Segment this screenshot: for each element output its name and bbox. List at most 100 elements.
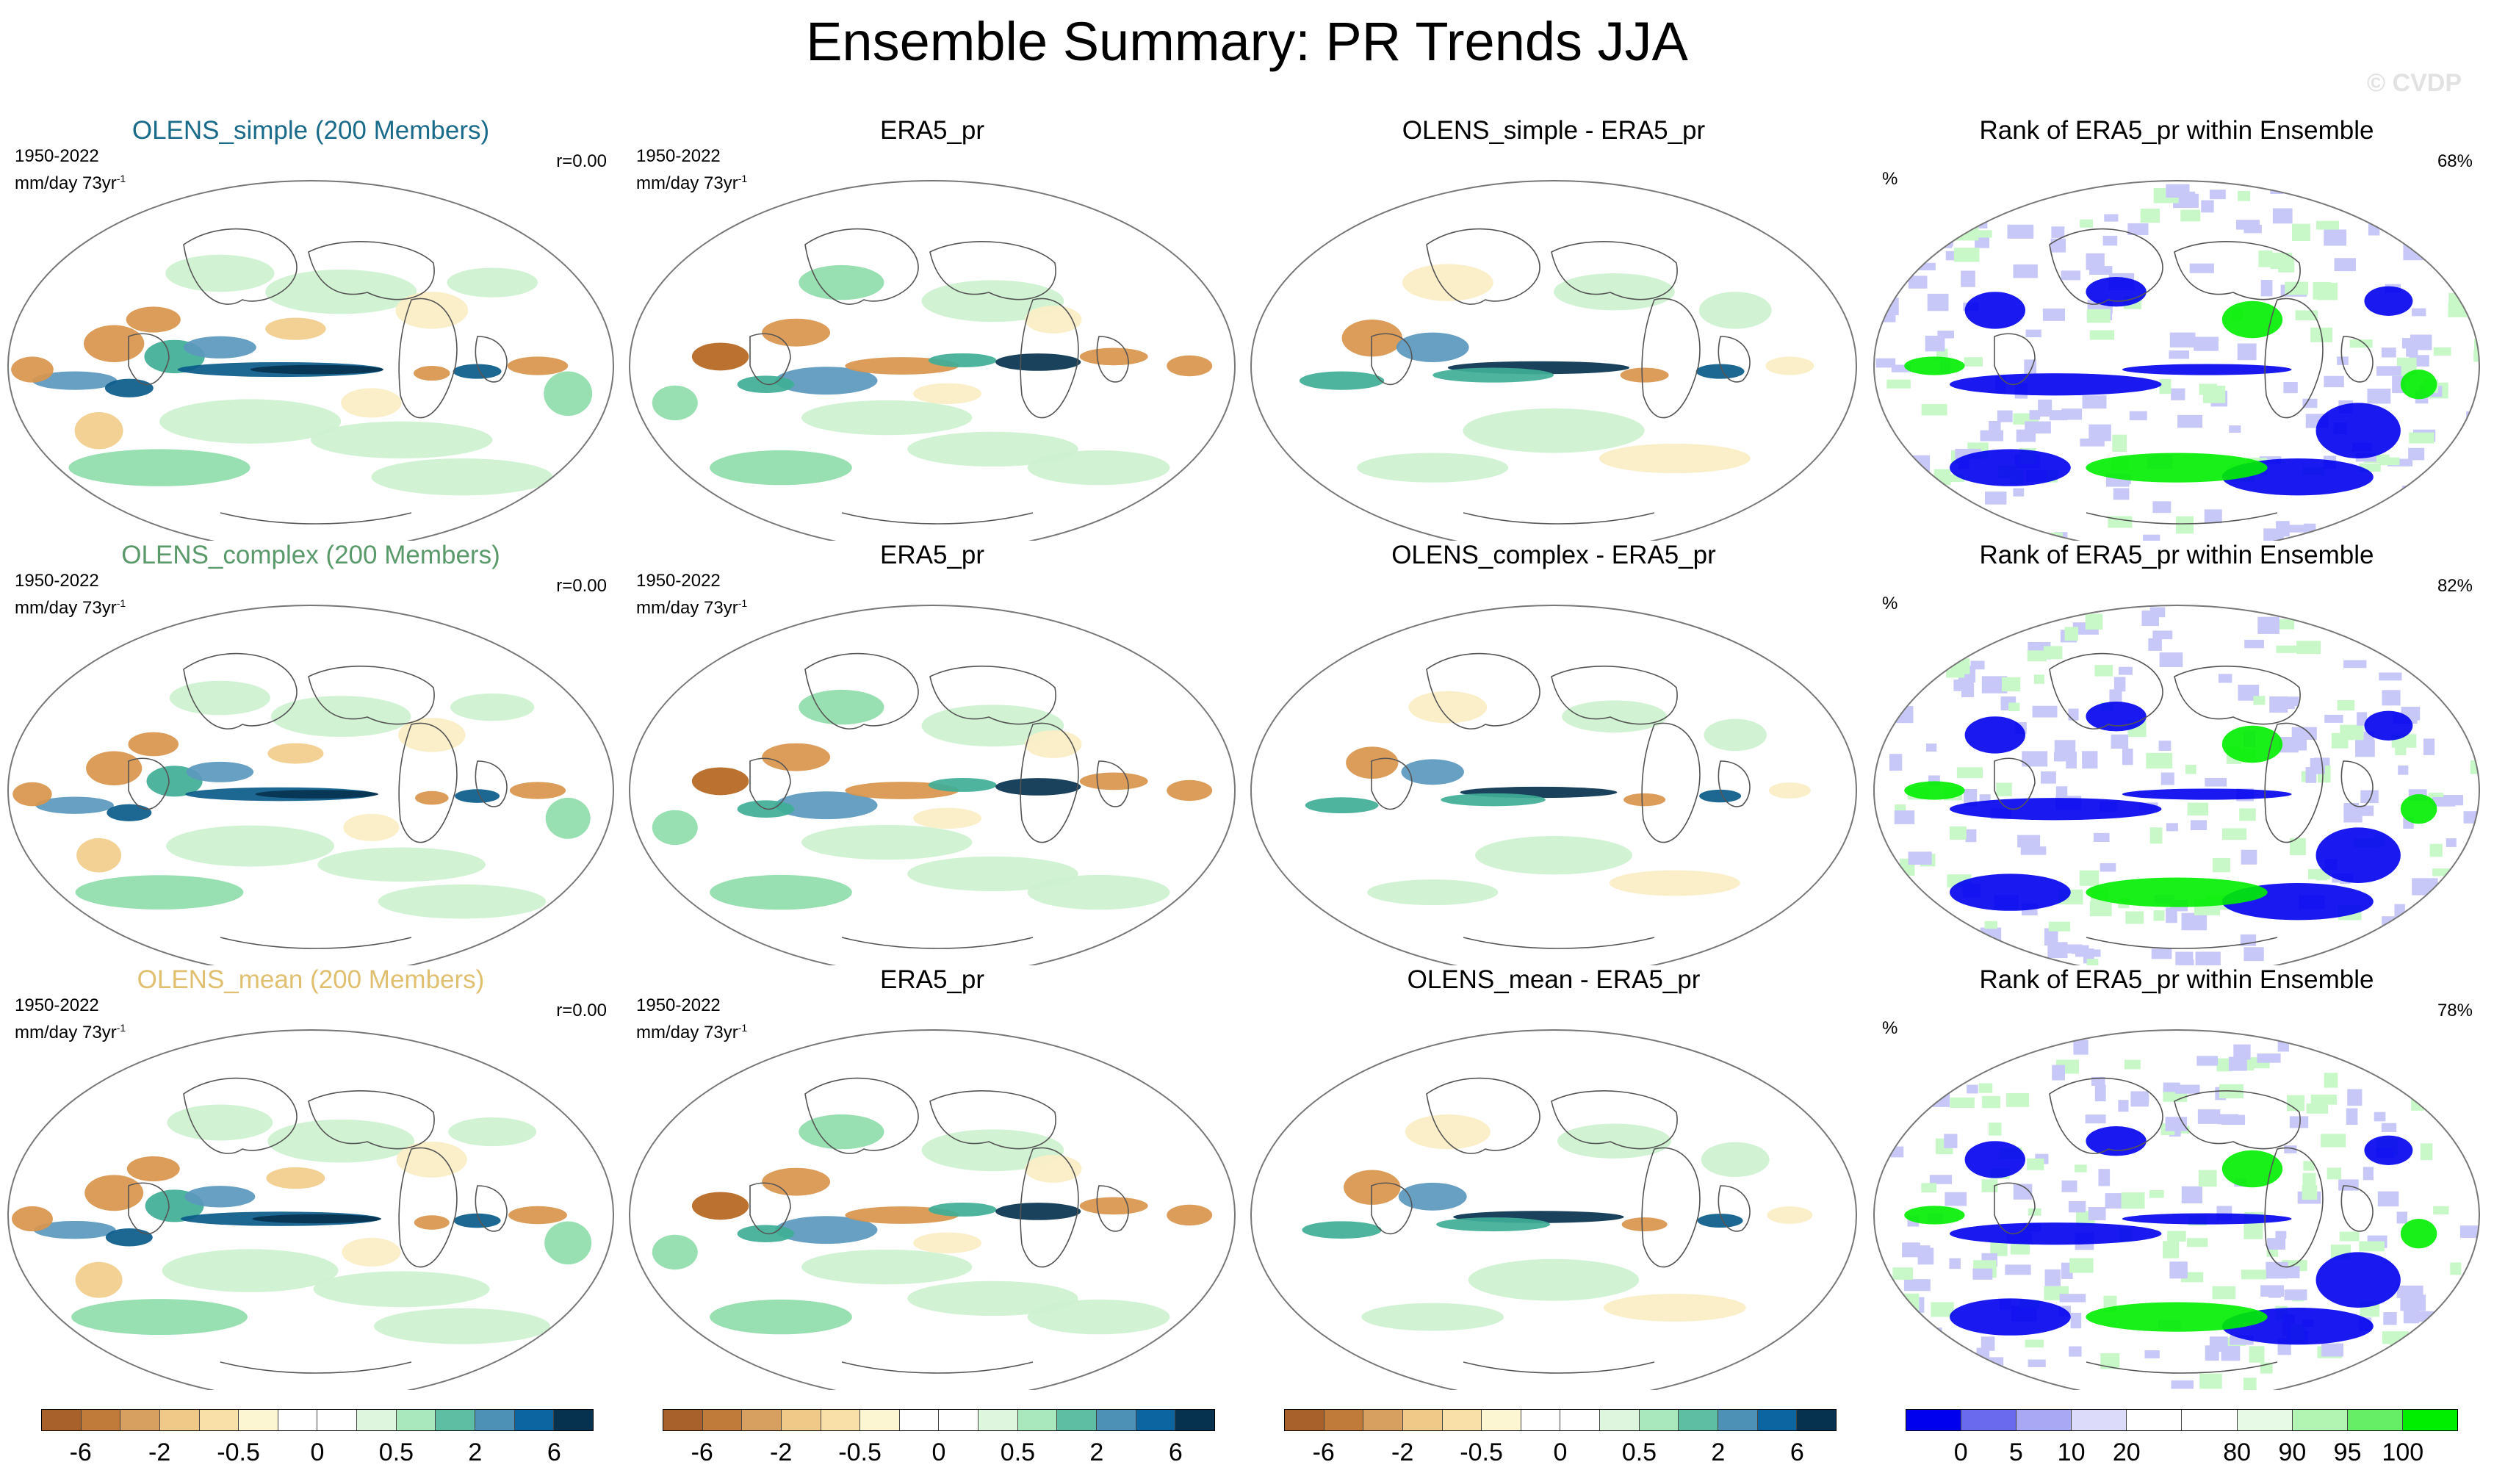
rank-cell (1981, 199, 2007, 208)
map-panel: ERA5_pr 1950-2022 mm/day 73yr-1 (621, 541, 1243, 965)
anomaly-region (801, 400, 973, 436)
colorbar-swatch (1718, 1410, 1758, 1430)
rank-cell (2400, 1294, 2426, 1311)
anomaly-region (1344, 1170, 1401, 1205)
rank-cell (2159, 378, 2172, 395)
rank-cell (2235, 220, 2260, 230)
colorbar-swatch (979, 1410, 1018, 1430)
rank-cell (1938, 1380, 1956, 1390)
colorbar-cells (1906, 1409, 2458, 1431)
rank-cell (2456, 1294, 2471, 1310)
coastline (1641, 298, 1701, 419)
map-svg (1250, 180, 1857, 541)
anomaly-region (1950, 798, 2162, 821)
anomaly-region (1950, 1222, 2162, 1245)
rank-cell (2119, 666, 2133, 675)
anomaly-region (691, 342, 749, 371)
rank-cell (2337, 700, 2355, 711)
coastline (1096, 760, 1129, 807)
rank-cell (2233, 1044, 2251, 1060)
anomaly-region (11, 1206, 53, 1232)
anomaly-region (447, 267, 538, 298)
anomaly-region (2086, 702, 2147, 732)
rank-cell (2148, 638, 2162, 651)
map-frame (1250, 180, 1857, 541)
map-layer (1251, 1030, 1856, 1390)
rank-cell (2272, 208, 2293, 224)
colorbar-cells (663, 1409, 1215, 1431)
rank-cell (1989, 1123, 2002, 1136)
rank-cell (2045, 181, 2068, 192)
rank-cell (1908, 851, 1932, 865)
rank-cell (1924, 206, 1939, 214)
colorbar-tick-label: 6 (1790, 1438, 1804, 1466)
rank-cell (2253, 696, 2266, 705)
rank-cell (1964, 357, 1983, 367)
rank-cell (1964, 789, 1978, 807)
rank-cell (1927, 293, 1949, 311)
anomaly-region (1950, 874, 2071, 911)
rank-cell (2470, 619, 2479, 633)
anomaly-region (455, 789, 500, 803)
rank-cell (1989, 420, 2001, 436)
anomaly-region (343, 813, 400, 842)
rank-cell (1908, 275, 1928, 289)
rank-cell (2411, 308, 2426, 317)
anomaly-region (105, 1228, 153, 1247)
coastline (1020, 298, 1079, 419)
anomaly-region (2086, 1126, 2147, 1156)
rank-cell (2025, 1339, 2044, 1348)
map-layer (1874, 181, 2479, 541)
rank-cell (2403, 1308, 2420, 1324)
rank-cell (2007, 224, 2034, 239)
rank-cell (2442, 905, 2457, 914)
anomaly-region (126, 306, 181, 333)
rank-cell (2267, 1238, 2286, 1250)
rank-cell (2343, 660, 2367, 669)
coastline (749, 333, 791, 386)
colorbar-swatch (1679, 1410, 1719, 1430)
rank-cell (2146, 752, 2173, 769)
map-svg (7, 1029, 614, 1390)
rank-cell (2163, 1082, 2180, 1092)
rank-cell (2324, 375, 2344, 388)
rank-cell (2052, 1065, 2066, 1081)
anomaly-region (267, 1119, 415, 1163)
rank-cell (2166, 823, 2178, 832)
anomaly-region (453, 1213, 501, 1228)
anomaly-region (1950, 449, 2071, 486)
anomaly-region (84, 325, 145, 362)
anomaly-region (995, 1203, 1081, 1220)
rank-cell (2094, 665, 2113, 677)
rank-cell (1981, 1179, 1998, 1192)
rank-cell (1984, 200, 1997, 209)
anomaly-region (1468, 1258, 1640, 1301)
rank-cell (2428, 224, 2450, 232)
coastline (749, 1182, 791, 1235)
anomaly-region (165, 254, 275, 292)
anomaly-region (801, 824, 973, 860)
rank-cell (2411, 1093, 2424, 1111)
coastline (220, 512, 412, 525)
map-layer (8, 605, 613, 965)
rank-cell (2291, 727, 2317, 741)
rank-cell (2171, 388, 2185, 400)
trend-colorbar: -6 -2 -0.5 0 0.5 2 6 (41, 1409, 594, 1480)
colorbar-swatch (1757, 1410, 1798, 1430)
rank-cell (2008, 702, 2020, 712)
coastline (1020, 1147, 1079, 1268)
map-layer (1251, 181, 1856, 541)
rank-cell (2363, 1167, 2374, 1181)
rank-cell (2423, 656, 2440, 669)
colorbar-swatch (1482, 1410, 1521, 1430)
colorbar-swatch (1961, 1410, 2017, 1430)
rank-cell (2228, 1056, 2247, 1071)
rank-cell (2469, 1060, 2479, 1071)
coastline (2264, 298, 2324, 419)
rank-cell (2431, 242, 2450, 255)
rank-cell (2201, 200, 2214, 213)
rank-cell (2068, 708, 2079, 721)
rank-cell (1928, 198, 1950, 213)
rank-cell (2310, 1094, 2337, 1105)
rank-cell (1906, 1094, 1926, 1112)
